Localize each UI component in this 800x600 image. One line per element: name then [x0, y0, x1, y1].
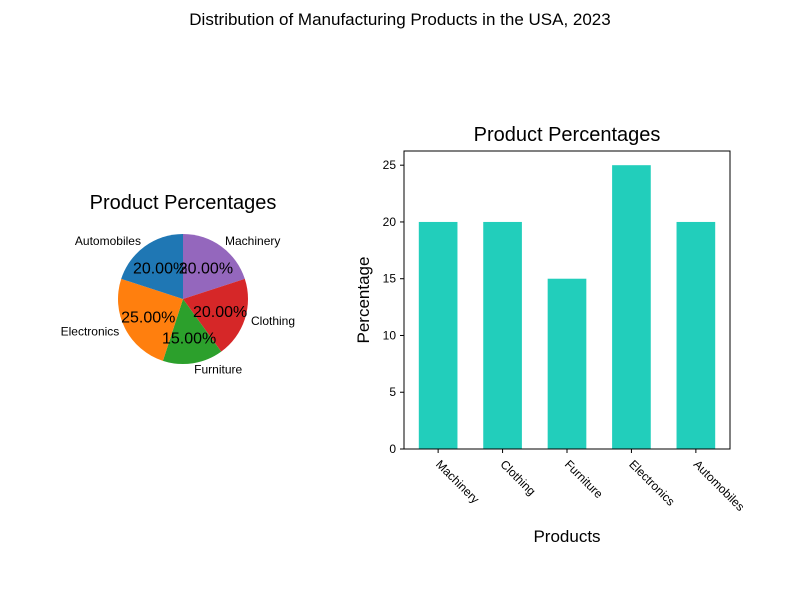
pie-slice-clothing: [183, 278, 248, 352]
pie-percent-label-clothing: 20.00%: [193, 304, 247, 321]
y-tick-label: 5: [389, 385, 396, 399]
y-tick-label: 20: [383, 215, 397, 229]
pie-chart: Product Percentages Machinery 20.00% Cloth…: [61, 192, 295, 377]
pie-category-label-clothing: Clothing: [251, 314, 295, 328]
bar-machinery: [418, 221, 458, 449]
pie-category-label-automobiles: Automobiles: [75, 234, 141, 248]
bar-plot-frame: [403, 150, 731, 450]
pie-percent-label-machinery: 20.00%: [179, 260, 233, 277]
bar-title: Product Percentages: [474, 124, 661, 146]
pie-category-label-machinery: Machinery: [225, 234, 280, 248]
pie-percent-label-electronics: 25.00%: [121, 310, 175, 327]
y-tick-label: 10: [383, 328, 397, 342]
y-tick-label: 15: [383, 272, 397, 286]
pie-slice-machinery: [183, 234, 245, 299]
bar-clothing: [483, 221, 522, 449]
y-tick-label: 25: [383, 158, 397, 172]
pie-slices: [118, 234, 248, 364]
pie-labels: Machinery 20.00% Clothing 20.00% Furniture 15…: [61, 234, 295, 376]
y-tick-label: 0: [389, 442, 396, 456]
bar-automobiles: [676, 221, 716, 449]
pie-slice-automobiles: [121, 234, 183, 299]
bar-y-ticks: 0 5 10 15 20 25: [383, 158, 404, 456]
bar-bars: [418, 165, 716, 449]
bar-electronics: [612, 165, 651, 449]
bar-x-axis-label: Products: [533, 527, 600, 546]
pie-percent-label-furniture: 15.00%: [162, 331, 216, 348]
pie-slice-furniture: [162, 299, 222, 364]
pie-category-label-furniture: Furniture: [194, 363, 242, 377]
pie-percent-label-automobiles: 20.00%: [133, 260, 187, 277]
figure-title: Distribution of Manufacturing Products i…: [189, 10, 610, 29]
pie-slice-electronics: [118, 278, 183, 361]
pie-title: Product Percentages: [90, 192, 277, 214]
pie-category-label-electronics: Electronics: [61, 324, 120, 338]
bar-furniture: [547, 278, 587, 449]
bar-y-axis-label: Percentage: [354, 257, 373, 344]
